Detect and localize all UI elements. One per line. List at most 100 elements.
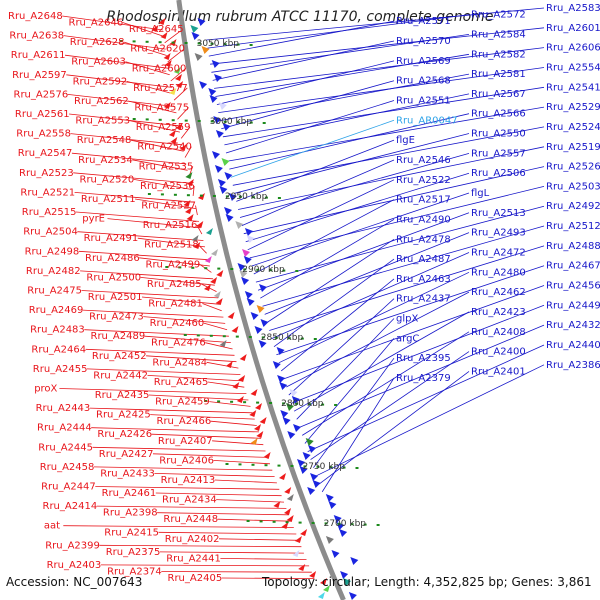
tick-dot — [184, 119, 188, 122]
forward-label-connector — [78, 250, 209, 261]
forward-feature-94 — [256, 431, 264, 438]
reverse-label-connector — [257, 212, 470, 291]
forward-feature-46 — [205, 228, 213, 235]
reverse-gene-label: Rru_A2462 — [471, 287, 526, 298]
reverse-feature-3 — [190, 25, 199, 33]
tick-dot — [308, 403, 312, 406]
forward-gene-label: Rru_A2548 — [77, 135, 132, 146]
forward-gene-label: Rru_A2452 — [92, 351, 147, 362]
forward-gene-label: Rru_A2427 — [99, 449, 154, 460]
reverse-gene-label: flgE — [396, 135, 415, 146]
forward-gene-label: Rru_A2527 — [141, 201, 196, 212]
forward-gene-label: Rru_A2426 — [97, 429, 152, 440]
reverse-feature-38 — [228, 193, 237, 201]
forward-feature-13 — [175, 74, 182, 81]
tick-dot — [282, 269, 286, 272]
tick-dot — [197, 42, 201, 45]
reverse-feature-79 — [277, 375, 286, 383]
forward-gene-label: Rru_A2473 — [89, 312, 144, 323]
reverse-gene-label: Rru_A2432 — [546, 320, 600, 331]
forward-label-connector — [141, 296, 220, 305]
tick-dot — [272, 520, 276, 523]
forward-label-connector — [152, 453, 268, 458]
forward-gene-label: Rru_A2489 — [91, 331, 146, 342]
reverse-label-connector — [211, 34, 470, 73]
forward-gene-label: Rru_A2575 — [134, 103, 189, 114]
forward-feature-115 — [281, 522, 289, 529]
forward-feature-130 — [317, 592, 325, 599]
tick-dot — [337, 522, 341, 525]
tick-dot — [264, 464, 268, 467]
forward-label-connector — [93, 466, 273, 471]
reverse-gene-label: Rru_A2550 — [471, 129, 526, 140]
reverse-label-connector — [301, 331, 470, 436]
tick-dot — [173, 193, 177, 196]
reverse-label-connector — [245, 172, 470, 243]
reverse-label-connector — [260, 219, 395, 299]
reverse-feature-65 — [246, 298, 255, 306]
reverse-gene-label: Rru_A2449 — [546, 300, 600, 311]
reverse-label-connector — [212, 40, 395, 81]
reverse-gene-label: Rru_A2478 — [396, 234, 451, 245]
forward-gene-label: Rru_A2491 — [84, 233, 139, 244]
forward-feature-67 — [227, 312, 235, 319]
tick-dot — [238, 463, 242, 466]
forward-feature-75 — [239, 354, 247, 361]
forward-label-connector — [198, 244, 207, 254]
forward-label-connector — [70, 133, 183, 146]
forward-label-connector — [173, 87, 188, 101]
tick-dot — [274, 336, 278, 339]
reverse-feature-31 — [214, 165, 223, 173]
reverse-label-connector — [236, 139, 395, 202]
tick-dot — [225, 463, 229, 465]
reverse-gene-label: Rru_A2554 — [546, 63, 600, 74]
reverse-feature-118 — [339, 529, 348, 537]
forward-feature-76 — [225, 361, 233, 368]
forward-gene-label: Rru_A2523 — [19, 168, 74, 179]
reverse-feature-14 — [214, 74, 222, 82]
forward-gene-label: Rru_A2540 — [137, 142, 192, 153]
forward-gene-label: Rru_A2466 — [157, 416, 212, 427]
reverse-gene-label: Rru_A2408 — [471, 327, 526, 338]
reverse-feature-77 — [272, 361, 281, 369]
forward-feature-51 — [211, 249, 218, 256]
scale-tick-labels: 3050 kbp 3000 kbp 2950 kbp 2900 kbp 2850 kbp… — [197, 39, 367, 529]
reverse-gene-label: Rru_A2401 — [471, 366, 526, 377]
forward-label-connector — [80, 270, 214, 280]
reverse-feature-105 — [312, 480, 321, 488]
tick-dot — [321, 403, 325, 406]
tick-dot — [217, 400, 221, 403]
reverse-label-connector — [247, 179, 395, 251]
forward-gene-label: Rru_A2638 — [9, 31, 64, 42]
reverse-feature-85 — [291, 396, 300, 404]
scale-ticks — [119, 40, 380, 526]
forward-feature-106 — [284, 487, 292, 494]
tick-dot — [204, 400, 208, 402]
forward-gene-label: Rru_A2374 — [107, 567, 162, 578]
reverse-feature-21 — [218, 102, 227, 110]
forward-feature-113 — [286, 515, 294, 522]
forward-feature-96 — [250, 438, 258, 445]
forward-gene-label: Rru_A2577 — [133, 83, 188, 94]
forward-label-connector — [206, 361, 239, 369]
forward-gene-label: Rru_A2628 — [70, 37, 125, 48]
forward-gene-label: Rru_A2441 — [166, 553, 221, 564]
reverse-feature-19 — [209, 95, 218, 103]
reverse-gene-label: Rru_A2572 — [471, 10, 526, 21]
tick-dot — [249, 121, 253, 124]
tick-dot — [158, 41, 162, 44]
forward-gene-label: Rru_A2504 — [23, 227, 78, 238]
forward-gene-label: Rru_A2561 — [15, 109, 70, 120]
reverse-label-connector — [210, 27, 545, 65]
forward-gene-label: Rru_A2407 — [158, 436, 213, 447]
reverse-gene-label: Rru_A2506 — [471, 168, 526, 179]
forward-gene-label: Rru_A2445 — [38, 442, 93, 453]
forward-label-connector — [192, 185, 195, 196]
forward-feature-25 — [168, 130, 176, 137]
tick-dot — [243, 401, 247, 404]
tick-dot — [236, 121, 240, 124]
reverse-gene-label: Rru_A2512 — [546, 221, 600, 232]
reverse-label-connector — [249, 186, 545, 259]
reverse-gene-label: Rru_A2400 — [471, 347, 526, 358]
forward-feature-88 — [249, 410, 257, 417]
